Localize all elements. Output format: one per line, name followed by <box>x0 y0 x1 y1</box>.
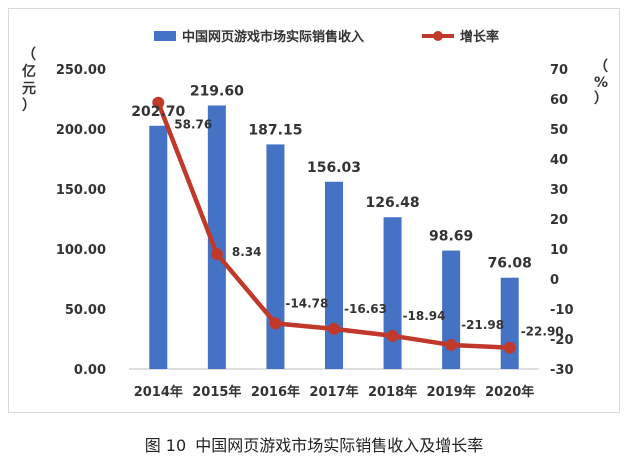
growth-rate-data-label: -14.78 <box>285 296 328 310</box>
growth-rate-point <box>210 247 223 260</box>
legend-line-marker <box>433 31 443 41</box>
right-axis-tick-label: -30 <box>550 363 574 378</box>
growth-rate-point <box>386 329 399 342</box>
right-axis-tick-label: 40 <box>550 153 568 168</box>
legend-line-label: 增长率 <box>460 29 499 45</box>
growth-rate-data-label: -21.98 <box>461 318 504 332</box>
revenue-bar <box>149 125 168 369</box>
figure-caption: 图 10 中国网页游戏市场实际销售收入及增长率 <box>0 432 628 456</box>
left-axis-unit-char: （ <box>22 47 36 63</box>
right-axis-tick-label: 20 <box>550 213 568 228</box>
revenue-data-label: 187.15 <box>248 122 302 138</box>
chart: 0.0050.00100.00150.00200.00250.00-30-20-… <box>22 29 608 400</box>
left-axis-unit-char: 亿 <box>22 63 36 80</box>
left-axis-tick-label: 50.00 <box>65 303 106 318</box>
right-axis-tick-label: 0 <box>550 273 559 288</box>
x-axis-category-label: 2017年 <box>309 384 358 400</box>
left-axis-tick-label: 250.00 <box>56 63 106 78</box>
revenue-data-label: 219.60 <box>190 83 244 99</box>
right-axis-unit-char: % <box>594 75 608 91</box>
growth-rate-data-label: 8.34 <box>232 245 262 259</box>
left-axis-tick-label: 200.00 <box>56 123 106 138</box>
growth-rate-point <box>503 341 516 354</box>
x-axis-category-label: 2015年 <box>192 384 241 400</box>
left-axis-tick-label: 0.00 <box>74 363 106 378</box>
right-axis-tick-label: -20 <box>550 333 574 348</box>
x-axis-category-label: 2018年 <box>368 384 417 400</box>
right-axis-tick-label: 50 <box>550 123 568 138</box>
right-axis-unit-char: ） <box>594 91 608 107</box>
growth-rate-data-label: -16.63 <box>344 302 387 316</box>
right-axis-tick-label: -10 <box>550 303 574 318</box>
legend-bar-swatch <box>154 31 176 41</box>
growth-rate-data-label: 58.76 <box>174 118 212 132</box>
right-axis-unit-char: （ <box>594 59 608 75</box>
caption-title: 中国网页游戏市场实际销售收入及增长率 <box>195 436 484 455</box>
revenue-bar <box>442 250 461 369</box>
left-axis-unit-char: ） <box>22 98 36 114</box>
growth-rate-data-label: -22.90 <box>521 325 564 339</box>
growth-rate-data-label: -18.94 <box>403 309 446 323</box>
right-axis-tick-label: 70 <box>550 63 568 78</box>
revenue-data-label: 126.48 <box>366 195 420 211</box>
revenue-data-label: 98.69 <box>429 229 473 245</box>
growth-rate-point <box>445 338 458 351</box>
legend-bar-label: 中国网页游戏市场实际销售收入 <box>182 29 364 45</box>
left-axis-tick-label: 150.00 <box>56 183 106 198</box>
x-axis-category-label: 2020年 <box>485 384 534 400</box>
x-axis-category-label: 2014年 <box>134 384 183 400</box>
revenue-bar <box>207 105 226 369</box>
revenue-bar <box>383 217 402 369</box>
revenue-data-label: 76.08 <box>488 256 532 272</box>
x-axis-category-label: 2019年 <box>427 384 476 400</box>
right-axis-tick-label: 60 <box>550 93 568 108</box>
revenue-bar <box>325 181 343 369</box>
revenue-bar <box>266 144 285 369</box>
right-axis-tick-label: 10 <box>550 243 568 258</box>
growth-rate-point <box>328 322 340 335</box>
revenue-data-label: 156.03 <box>307 160 361 176</box>
left-axis-unit-char: 元 <box>22 81 36 97</box>
x-axis-category-label: 2016年 <box>251 384 300 400</box>
growth-rate-point <box>152 96 165 109</box>
growth-rate-point <box>269 317 282 330</box>
left-axis-tick-label: 100.00 <box>56 243 106 258</box>
chart-frame: 0.00 50.00 100.00 150.00 200.00 250.00 -30 -20-… <box>8 8 620 413</box>
caption-figure-number: 图 10 <box>144 436 187 455</box>
revenue-data-label: 202.70 <box>131 104 185 120</box>
right-axis-tick-label: 30 <box>550 183 568 198</box>
